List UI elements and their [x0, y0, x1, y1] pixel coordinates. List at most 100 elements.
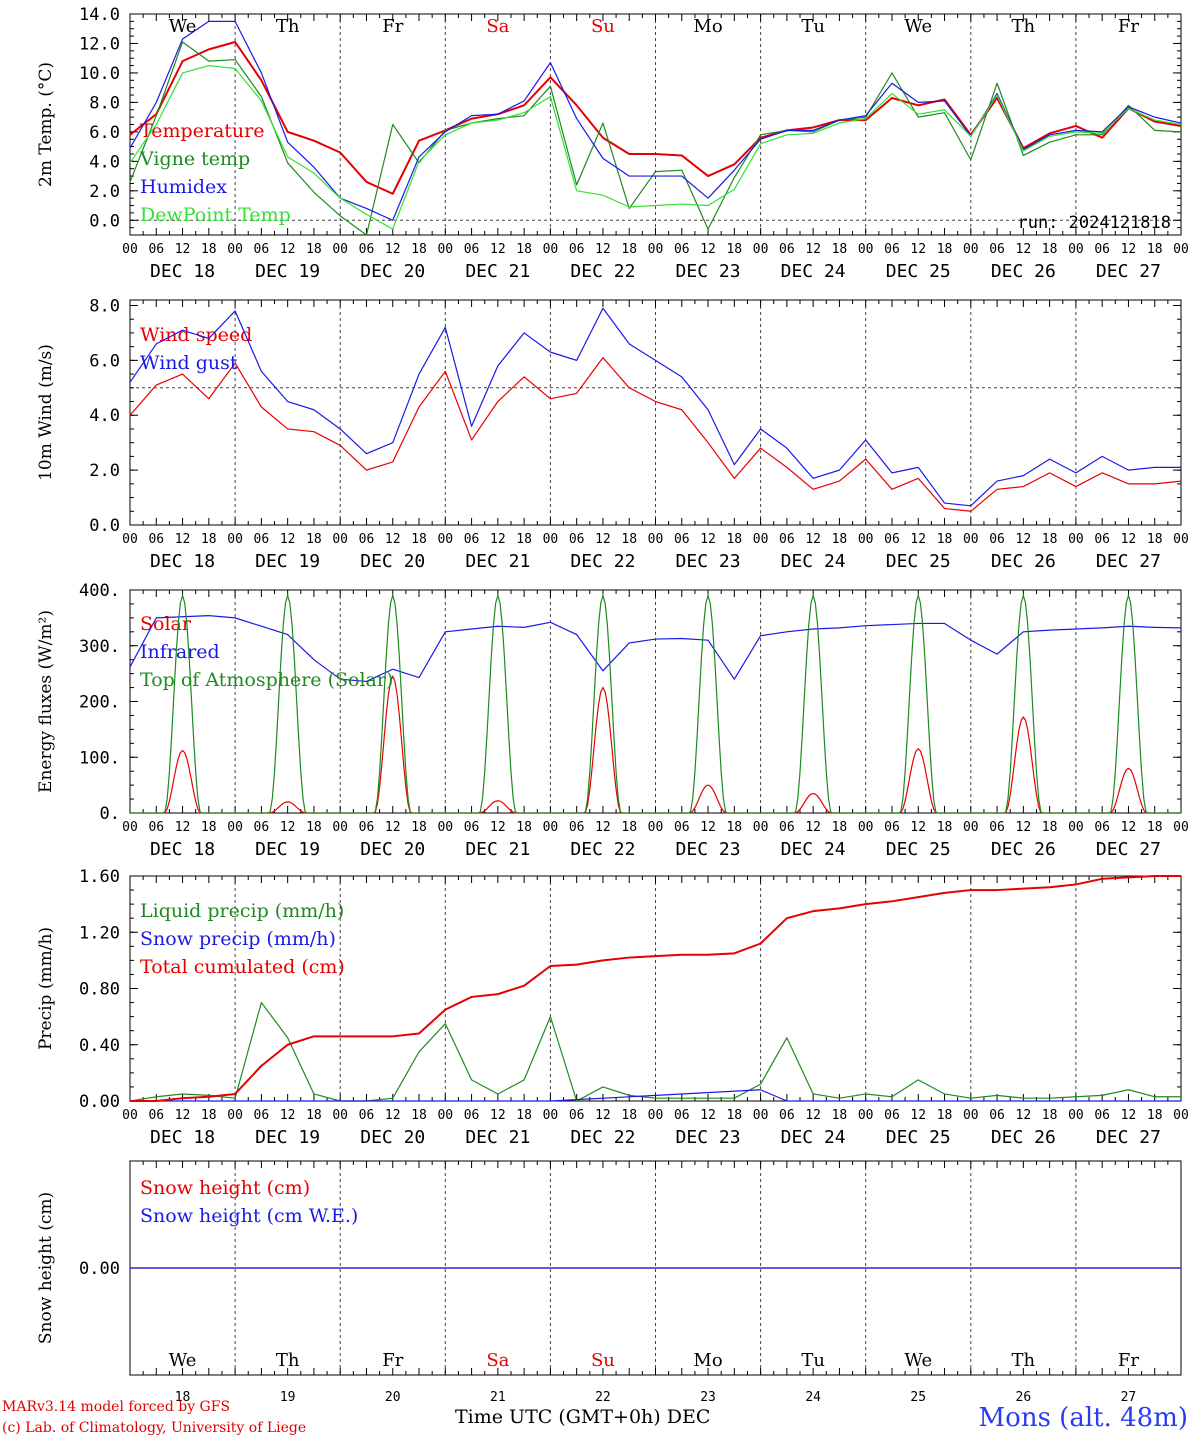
- day-number-label: 21: [490, 1390, 506, 1405]
- weekday-label: Fr: [382, 1350, 403, 1371]
- weekday-label: Tu: [801, 16, 825, 37]
- series-liquid-precip-mm-h: [129, 1001, 1181, 1102]
- hour-tick-label: 00: [858, 532, 874, 547]
- date-label: DEC 22: [570, 839, 635, 860]
- y-tick-label: 6.0: [89, 123, 120, 143]
- hour-tick-label: 12: [1121, 532, 1137, 547]
- legend-entry: Vigne temp: [139, 148, 250, 170]
- hour-tick-label: 00: [648, 820, 664, 835]
- date-label: DEC 24: [781, 1127, 846, 1148]
- hour-tick-label: 06: [464, 820, 480, 835]
- hour-tick-label: 12: [490, 820, 506, 835]
- y-axis-label: 10m Wind (m/s): [36, 344, 56, 481]
- hour-tick-label: 00: [963, 242, 979, 257]
- hour-tick-label: 00: [1068, 242, 1084, 257]
- hour-tick-label: 06: [884, 820, 900, 835]
- hour-tick-label: 00: [648, 532, 664, 547]
- legend-entry: DewPoint Temp: [140, 204, 291, 226]
- hour-tick-label: 00: [1068, 1108, 1084, 1123]
- hour-tick-label: 18: [306, 820, 322, 835]
- hour-tick-label: 18: [832, 532, 848, 547]
- hour-tick-label: 06: [674, 1108, 690, 1123]
- hour-tick-label: 18: [1147, 242, 1163, 257]
- day-number-label: 19: [280, 1390, 296, 1405]
- hour-tick-label: 18: [726, 532, 742, 547]
- hour-tick-label: 18: [411, 532, 427, 547]
- hour-tick-label: 06: [359, 820, 375, 835]
- hour-tick-label: 06: [884, 1108, 900, 1123]
- hour-tick-label: 18: [832, 1108, 848, 1123]
- date-label: DEC 20: [360, 839, 425, 860]
- weekday-label: Th: [276, 16, 300, 37]
- y-axis-label: Energy fluxes (W/m²): [36, 610, 56, 793]
- date-label: DEC 23: [676, 1127, 741, 1148]
- hour-tick-label: 18: [201, 242, 217, 257]
- y-tick-label: 2.0: [89, 182, 120, 202]
- weekday-label: We: [169, 16, 197, 37]
- hour-tick-label: 18: [201, 820, 217, 835]
- series-vigne-temp: [129, 41, 1182, 236]
- x-axis-unit: DEC: [666, 1406, 711, 1428]
- date-label: DEC 22: [570, 551, 635, 572]
- hour-tick-label: 18: [201, 532, 217, 547]
- hour-tick-label: 06: [254, 820, 270, 835]
- day-number-label: 25: [910, 1390, 926, 1405]
- hour-tick-label: 06: [779, 242, 795, 257]
- hour-tick-label: 06: [254, 532, 270, 547]
- hour-tick-label: 12: [385, 532, 401, 547]
- hour-tick-label: 00: [122, 532, 138, 547]
- legend-entry: Wind gust: [140, 352, 238, 374]
- hour-tick-label: 06: [464, 532, 480, 547]
- hour-tick-label: 06: [148, 242, 164, 257]
- hour-tick-label: 12: [595, 1108, 611, 1123]
- date-label: DEC 21: [465, 551, 530, 572]
- series-infrared: [129, 615, 1182, 683]
- y-axis-label: 2m Temp. (°C): [36, 62, 56, 187]
- hour-tick-label: 18: [306, 242, 322, 257]
- hour-tick-label: 18: [937, 820, 953, 835]
- hour-tick-label: 12: [1016, 1108, 1032, 1123]
- hour-tick-label: 18: [621, 820, 637, 835]
- hour-tick-label: 18: [1042, 1108, 1058, 1123]
- day-number-label: 20: [385, 1390, 401, 1405]
- hour-tick-label: 06: [989, 242, 1005, 257]
- hour-tick-label: 06: [254, 242, 270, 257]
- date-label: DEC 26: [991, 839, 1056, 860]
- y-tick-label: 0.00: [79, 1092, 120, 1112]
- hour-tick-label: 18: [306, 532, 322, 547]
- date-label: DEC 25: [886, 261, 951, 282]
- hour-tick-label: 00: [332, 532, 348, 547]
- hour-tick-label: 06: [254, 1108, 270, 1123]
- hour-tick-label: 12: [1016, 820, 1032, 835]
- hour-tick-label: 00: [227, 1108, 243, 1123]
- weekday-label: Th: [1012, 16, 1036, 37]
- hour-tick-label: 18: [726, 1108, 742, 1123]
- hour-tick-label: 06: [569, 532, 585, 547]
- series-total-cumulated-cm: [130, 875, 1181, 1102]
- weekday-label: Fr: [1118, 16, 1139, 37]
- day-number-label: 22: [595, 1390, 611, 1405]
- weekday-label: We: [904, 1350, 932, 1371]
- hour-tick-label: 06: [569, 1108, 585, 1123]
- hour-tick-label: 18: [1147, 820, 1163, 835]
- date-label: DEC 25: [886, 839, 951, 860]
- hour-tick-label: 12: [700, 820, 716, 835]
- panel-5: 0.00 Snow height (cm) Snow height (cm) Snow…: [36, 1160, 1182, 1405]
- date-label: DEC 22: [570, 1127, 635, 1148]
- date-label: DEC 24: [781, 551, 846, 572]
- y-tick-label: 0.: [100, 804, 120, 824]
- date-label: DEC 20: [360, 1127, 425, 1148]
- hour-tick-label: 18: [1147, 1108, 1163, 1123]
- y-tick-label: 0.0: [89, 211, 120, 231]
- hour-tick-label: 06: [1094, 242, 1110, 257]
- date-label: DEC 19: [255, 839, 320, 860]
- hour-tick-label: 06: [674, 820, 690, 835]
- hour-tick-label: 00: [648, 1108, 664, 1123]
- date-label: DEC 18: [150, 261, 215, 282]
- hour-tick-label: 00: [227, 820, 243, 835]
- hour-tick-label: 18: [411, 242, 427, 257]
- hour-tick-label: 18: [726, 820, 742, 835]
- weekday-label: Tu: [801, 1350, 825, 1371]
- hour-tick-label: 18: [1042, 820, 1058, 835]
- y-tick-label: 10.0: [79, 64, 120, 84]
